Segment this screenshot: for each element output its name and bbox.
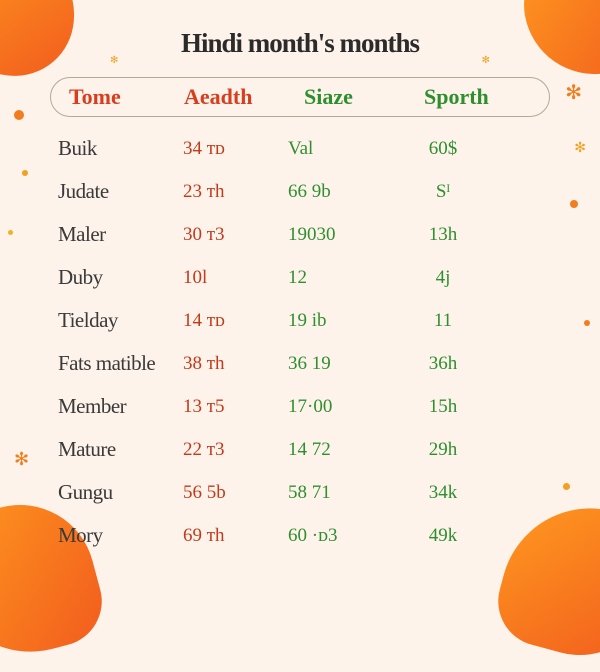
cell-tome: Tielday <box>58 308 183 333</box>
cell-sporth: 36h <box>403 353 483 375</box>
cell-aeadth: 14 ᴛᴅ <box>183 310 288 332</box>
table-row: Tielday 14 ᴛᴅ 19 ib 11 <box>58 299 550 342</box>
cell-sporth: Sᴵ <box>403 181 483 203</box>
table-header: Tome Aeadth Siaze Sporth <box>50 77 550 117</box>
cell-siaze: 14 72 <box>288 439 403 461</box>
cell-siaze: 19 ib <box>288 310 403 332</box>
table-row: Buik 34 ᴛᴅ Val 60$ <box>58 127 550 170</box>
cell-sporth: 60$ <box>403 138 483 160</box>
cell-tome: Buik <box>58 136 183 161</box>
cell-aeadth: 38 ᴛh <box>183 353 288 375</box>
cell-sporth: 4j <box>403 267 483 289</box>
cell-aeadth: 69 ᴛh <box>183 525 288 547</box>
cell-aeadth: 22 ᴛ3 <box>183 439 288 461</box>
cell-aeadth: 34 ᴛᴅ <box>183 138 288 160</box>
column-header-aeadth: Aeadth <box>184 84 304 110</box>
cell-aeadth: 23 ᴛh <box>183 181 288 203</box>
cell-siaze: Val <box>288 138 403 160</box>
cell-sporth: 49k <box>403 525 483 547</box>
cell-aeadth: 30 ᴛ3 <box>183 224 288 246</box>
cell-aeadth: 13 ᴛ5 <box>183 396 288 418</box>
table-row: Judate 23 ᴛh 66 9b Sᴵ <box>58 170 550 213</box>
cell-siaze: 17·00 <box>288 396 403 418</box>
cell-tome: Mory <box>58 523 183 548</box>
cell-aeadth: 10l <box>183 267 288 289</box>
cell-siaze: 58 71 <box>288 482 403 504</box>
page-title: Hindi month's months <box>50 28 550 59</box>
cell-tome: Member <box>58 394 183 419</box>
cell-tome: Fats matible <box>58 351 183 376</box>
cell-aeadth: 56 5b <box>183 482 288 504</box>
cell-sporth: 34k <box>403 482 483 504</box>
cell-sporth: 29h <box>403 439 483 461</box>
cell-sporth: 11 <box>403 310 483 332</box>
cell-siaze: 36 19 <box>288 353 403 375</box>
table-row: Member 13 ᴛ5 17·00 15h <box>58 385 550 428</box>
cell-siaze: 12 <box>288 267 403 289</box>
cell-siaze: 60 ·ᴅ3 <box>288 525 403 547</box>
column-header-tome: Tome <box>69 84 184 110</box>
cell-sporth: 15h <box>403 396 483 418</box>
cell-tome: Duby <box>58 265 183 290</box>
table-row: Maler 30 ᴛ3 19030 13h <box>58 213 550 256</box>
table-body: Buik 34 ᴛᴅ Val 60$ Judate 23 ᴛh 66 9b Sᴵ… <box>50 127 550 557</box>
cell-tome: Gungu <box>58 480 183 505</box>
table-row: Mature 22 ᴛ3 14 72 29h <box>58 428 550 471</box>
cell-siaze: 19030 <box>288 224 403 246</box>
column-header-sporth: Sporth <box>424 84 524 110</box>
cell-tome: Judate <box>58 179 183 204</box>
table-row: Mory 69 ᴛh 60 ·ᴅ3 49k <box>58 514 550 557</box>
table-row: Gungu 56 5b 58 71 34k <box>58 471 550 514</box>
cell-sporth: 13h <box>403 224 483 246</box>
cell-tome: Maler <box>58 222 183 247</box>
table-row: Fats matible 38 ᴛh 36 19 36h <box>58 342 550 385</box>
column-header-siaze: Siaze <box>304 84 424 110</box>
cell-siaze: 66 9b <box>288 181 403 203</box>
cell-tome: Mature <box>58 437 183 462</box>
table-row: Duby 10l 12 4j <box>58 256 550 299</box>
